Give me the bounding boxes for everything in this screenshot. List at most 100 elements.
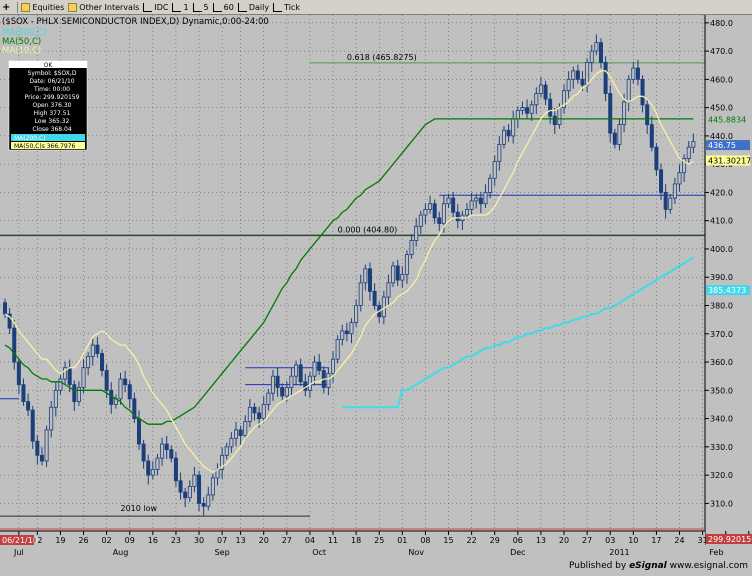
candle-body: [622, 101, 627, 125]
y-tick-label: 380.0: [710, 302, 733, 311]
ma200-legend: MA(200,C): [2, 28, 47, 38]
ma50-value-tag: 445.8834: [708, 115, 746, 124]
x-day-label: 29: [490, 536, 500, 545]
chart-icon: [237, 2, 247, 12]
ma200-line: [342, 256, 694, 409]
candle-body: [90, 344, 95, 357]
candle-body: [543, 84, 548, 100]
x-day-label: 27: [282, 536, 292, 545]
candle-body: [132, 398, 137, 419]
data-row-date: Date: 06/21/10: [29, 78, 74, 85]
toolbar-item-idc[interactable]: IDC: [143, 2, 168, 12]
candle-body: [284, 387, 289, 397]
toolbar-item-1[interactable]: 1: [172, 2, 189, 12]
toolbar-item-equities[interactable]: Equities: [21, 2, 65, 12]
candle-body: [39, 454, 44, 462]
candle-body: [261, 404, 266, 419]
candle-body: [668, 197, 673, 210]
ma200-value-tag-bg: [706, 285, 750, 296]
date-tag-bg: [0, 535, 34, 545]
data-row-ma200-bg: [11, 134, 85, 141]
x-day-label: 12: [32, 536, 42, 545]
candle-body: [501, 129, 506, 145]
candle-body: [53, 389, 58, 408]
x-month-label: Feb: [709, 548, 723, 557]
candle-body: [118, 378, 123, 400]
candle-body: [529, 104, 534, 114]
candle-body: [12, 327, 17, 363]
toolbar-item-60[interactable]: 60: [212, 2, 234, 12]
x-month-label: 2011: [609, 548, 629, 557]
candle-body: [252, 406, 257, 414]
toolbar-item-label: 60: [223, 2, 234, 12]
candle-body: [428, 203, 433, 210]
data-row-price: Price: 299.920159: [25, 94, 80, 101]
y-tick-label: 420.0: [710, 188, 733, 197]
candle-body: [631, 67, 636, 80]
x-day-label: 25: [374, 536, 384, 545]
candle-body: [192, 474, 197, 487]
candle-body: [446, 197, 451, 205]
candle-body: [478, 197, 483, 205]
candle-body: [289, 375, 294, 388]
candle-body: [585, 62, 590, 86]
x-day-label: 18: [351, 536, 361, 545]
toolbar-item-other-intervals[interactable]: Other Intervals: [68, 2, 139, 12]
data-window[interactable]: OK Symbol: $SOX,D Date: 06/21/10 Time: 0…: [8, 60, 88, 151]
candle-body: [298, 364, 303, 383]
candle-body: [312, 361, 317, 377]
y-tick-label: 410.0: [710, 217, 733, 226]
candle-body: [571, 70, 576, 80]
candle-body: [497, 143, 502, 162]
candle-body: [386, 282, 391, 298]
candle-body: [354, 305, 359, 323]
toolbar-item-tick[interactable]: Tick: [273, 2, 300, 12]
candle-body: [659, 169, 664, 193]
ma50-legend: MA(50,C): [2, 37, 41, 47]
candle-body: [506, 129, 511, 137]
candle-body: [677, 172, 682, 185]
data-row-high: High 377.51: [34, 110, 71, 117]
x-month-label: Nov: [408, 548, 424, 557]
candle-body: [534, 93, 539, 106]
price-chart[interactable]: 0.618 (465.8275) 0.000 (404.80) 2010 low 3…: [0, 15, 752, 572]
toolbar-item-label: Equities: [32, 2, 65, 12]
x-day-label: 27: [582, 536, 592, 545]
candle-body: [349, 322, 354, 335]
candle-body: [645, 104, 650, 125]
candle-body: [654, 146, 659, 171]
candle-body: [317, 361, 322, 371]
x-day-label: 02: [102, 536, 112, 545]
candle-body: [451, 197, 456, 213]
candle-body: [160, 443, 165, 459]
candle-body: [372, 290, 377, 306]
data-row-symbol: Symbol: $SOX,D: [28, 70, 77, 77]
candle-body: [580, 78, 585, 86]
x-day-label: 01: [397, 536, 407, 545]
x-day-label: 19: [55, 536, 65, 545]
candle-body: [548, 98, 553, 117]
candle-body: [520, 107, 525, 111]
candle-body: [220, 454, 225, 470]
candle-body: [455, 211, 460, 222]
chart-icon: [143, 2, 153, 12]
candle-body: [3, 302, 8, 315]
toolbar-item-daily[interactable]: Daily: [237, 2, 269, 12]
esignal-logo: eSignal: [629, 561, 667, 571]
candle-body: [86, 355, 91, 369]
candle-body: [682, 158, 687, 174]
toolbar-item-5[interactable]: 5: [192, 2, 209, 12]
chart-icon: [212, 2, 222, 12]
candle-body: [626, 78, 631, 103]
add-button[interactable]: +: [2, 2, 10, 13]
candle-body: [400, 274, 405, 281]
x-day-label: 07: [217, 536, 227, 545]
candle-body: [575, 70, 580, 80]
moving-averages: [4, 70, 694, 474]
x-day-label: 30: [194, 536, 204, 545]
chart-area[interactable]: 0.618 (465.8275) 0.000 (404.80) 2010 low 3…: [0, 15, 752, 572]
candle-body: [331, 358, 336, 374]
x-day-label: 03: [605, 536, 615, 545]
candle-body: [44, 429, 49, 462]
candle-body: [201, 502, 206, 507]
